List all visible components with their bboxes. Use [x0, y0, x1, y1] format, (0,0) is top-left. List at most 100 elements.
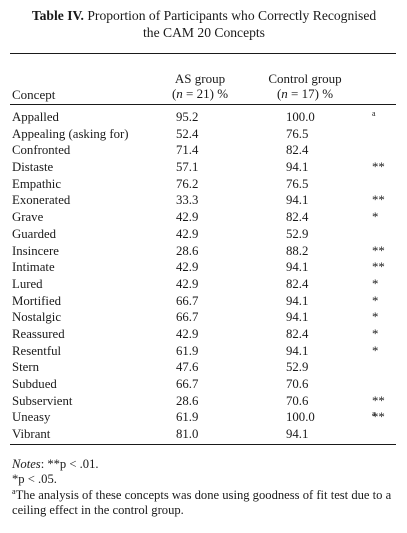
- concept-cell: Mortified: [12, 293, 62, 308]
- notes-p01: : **p < .01.: [40, 457, 99, 471]
- table-title: Table IV. Proportion of Participants who…: [10, 7, 398, 41]
- concept-cell: Subdued: [12, 377, 57, 391]
- concept-cell: Distaste: [12, 160, 54, 175]
- table-row: Guarded 42.9 52.9: [0, 226, 407, 243]
- table-row: Empathic 76.2 76.5: [0, 176, 407, 193]
- concept-cell: Intimate: [12, 260, 55, 275]
- control-cell: 94.1: [286, 160, 309, 175]
- control-cell: 70.6: [286, 393, 309, 408]
- as-cell: 47.6: [176, 360, 199, 375]
- as-cell: 42.9: [176, 210, 199, 225]
- control-cell: 88.2: [286, 243, 309, 258]
- concept-cell: Stern: [12, 360, 40, 375]
- concept-cell: Uneasy: [12, 410, 51, 425]
- header-control-group: Control group (n = 17) %: [268, 71, 342, 101]
- notes-label: Notes: [12, 457, 41, 471]
- control-cell: 94.1: [286, 343, 309, 358]
- control-cell: 70.6: [286, 377, 309, 391]
- as-cell: 42.9: [176, 226, 199, 241]
- table-row: Appealing (asking for) 52.4 76.5: [0, 126, 407, 143]
- concept-cell: Lured: [12, 276, 43, 291]
- table-row: Stern 47.6 52.9: [0, 359, 407, 376]
- concept-cell: Confronted: [12, 143, 71, 158]
- as-cell: 61.9: [176, 410, 199, 425]
- header-rule: [10, 104, 396, 105]
- table-row: Reassured 42.9 82.4 *: [12, 326, 379, 341]
- control-cell: 52.9: [286, 226, 309, 241]
- header-as-count: = 21) %: [182, 86, 229, 101]
- header-control-count: = 17) %: [287, 86, 334, 101]
- control-cell: 94.1: [286, 260, 309, 275]
- table-row: Appalled 95.2 100.0 a: [0, 109, 407, 126]
- table-row: Exonerated 33.3 94.1 **: [12, 193, 385, 208]
- as-cell: 71.4: [176, 143, 199, 158]
- control-cell: 94.1: [286, 293, 309, 308]
- table-row: Confronted 71.4 82.4: [0, 142, 407, 159]
- table-row: Grave 42.9 82.4 *: [12, 210, 379, 225]
- control-cell: 82.4: [286, 276, 309, 291]
- table-row: Mortified 66.7 94.1 *: [12, 293, 379, 308]
- concept-cell: Reassured: [12, 326, 65, 341]
- table-row: Uneasy 61.9 100.0 ** a: [0, 409, 407, 426]
- control-cell: 76.5: [286, 126, 309, 141]
- concept-cell: Resentful: [12, 343, 62, 358]
- as-cell: 28.6: [176, 393, 199, 408]
- as-cell: 61.9: [176, 343, 199, 358]
- header-concept: Concept: [12, 87, 56, 102]
- concept-cell: Grave: [12, 210, 44, 225]
- control-cell: 82.4: [286, 143, 309, 158]
- as-cell: 28.6: [176, 243, 199, 258]
- control-cell: 82.4: [286, 326, 309, 341]
- significance-cell: a: [372, 109, 376, 118]
- header-as-group: AS group (n = 21) %: [171, 71, 229, 101]
- top-rule: [10, 53, 396, 55]
- notes-footnote: aThe analysis of these concepts was done…: [12, 486, 397, 519]
- control-cell: 52.9: [286, 360, 309, 375]
- as-cell: 42.9: [176, 260, 199, 275]
- control-cell: 100.0: [286, 110, 315, 124]
- concept-cell: Empathic: [12, 176, 62, 191]
- header-as-n: n: [176, 86, 183, 101]
- concept-cell: Subservient: [12, 393, 73, 408]
- concept-cell: Guarded: [12, 226, 57, 241]
- table-row: Subdued 66.7 70.6: [0, 376, 407, 393]
- table-row: Vibrant 81.0 94.1: [0, 426, 407, 443]
- control-cell: 94.1: [286, 193, 309, 208]
- table-row: Resentful 61.9 94.1 *: [12, 343, 379, 358]
- as-cell: 42.9: [176, 326, 199, 341]
- as-cell: 81.0: [176, 427, 199, 442]
- significance-cell: ** a: [372, 409, 385, 425]
- concept-cell: Exonerated: [12, 193, 71, 208]
- concept-cell: Appalled: [12, 110, 59, 124]
- notes-line-2: *p < .05.: [12, 472, 57, 487]
- control-cell: 100.0: [286, 410, 315, 425]
- control-cell: 82.4: [286, 210, 309, 225]
- as-cell: 52.4: [176, 126, 199, 141]
- control-cell: 76.5: [286, 176, 309, 191]
- footnote-text: The analysis of these concepts was done …: [12, 487, 392, 518]
- table-caption-line1: Proportion of Participants who Correctly…: [87, 8, 377, 23]
- table-row: Intimate 42.9 94.1 **: [12, 260, 385, 275]
- as-cell: 66.7: [176, 310, 199, 325]
- as-cell: 66.7: [176, 377, 199, 391]
- as-cell: 33.3: [176, 193, 199, 208]
- table-row: Distaste 57.1 94.1 **: [12, 160, 385, 175]
- table-row: Insincere 28.6 88.2 **: [12, 243, 385, 258]
- header-as-title: AS group: [174, 71, 226, 86]
- concept-cell: Vibrant: [12, 427, 51, 442]
- table-notes: Notes: **p < .01. *p < .05. aThe analysi…: [12, 457, 397, 519]
- as-cell: 66.7: [176, 293, 199, 308]
- as-cell: 57.1: [176, 160, 199, 175]
- header-control-n: n: [281, 86, 288, 101]
- table-caption-line2: the CAM 20 Concepts: [143, 25, 265, 40]
- as-cell: 76.2: [176, 176, 199, 191]
- concept-cell: Insincere: [12, 243, 59, 258]
- table-row: Nostalgic 66.7 94.1 *: [12, 310, 379, 325]
- table-row: Lured 42.9 82.4 *: [12, 276, 379, 291]
- table-row: Subservient 28.6 70.6 **: [12, 393, 385, 408]
- bottom-rule: [10, 444, 396, 446]
- footnote-mark: a: [12, 486, 16, 496]
- control-cell: 94.1: [286, 310, 309, 325]
- header-control-title: Control group: [268, 71, 342, 86]
- concept-cell: Nostalgic: [12, 310, 62, 325]
